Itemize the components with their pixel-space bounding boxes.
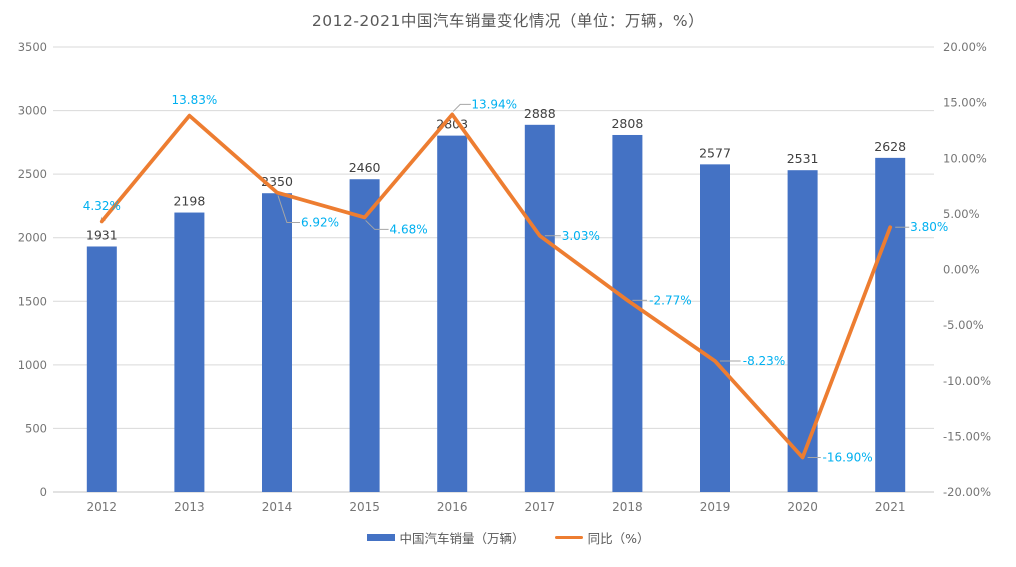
line-value-label-2018: -2.77%: [649, 293, 691, 307]
legend-line-swatch-icon: [554, 535, 583, 539]
legend-item-sales: 中国汽车销量（万辆）: [366, 528, 525, 547]
x-axis-category-label: 2015: [349, 500, 380, 514]
right-axis-tick-label: 5.00%: [943, 207, 980, 221]
left-axis-tick-label: 3000: [18, 104, 47, 118]
yoy-line-series: [99, 112, 893, 460]
bar-value-label-2017: 2888: [524, 106, 556, 121]
x-axis-category-label: 2021: [875, 500, 906, 514]
line-series-group: [99, 112, 893, 460]
bar-2015: [349, 179, 380, 492]
bar-2020: [787, 170, 818, 493]
legend-label-sales: 中国汽车销量（万辆）: [399, 530, 525, 546]
bar-value-label-2013: 2198: [173, 194, 205, 209]
line-value-label-2017: 3.03%: [562, 229, 600, 243]
line-labels-group: 4.32% 13.83% 6.92% 4.68% 13.94% 3.03% -2.77% -8…: [83, 93, 949, 464]
line-value-label-2012: 4.32%: [83, 199, 121, 213]
bar-2017: [524, 124, 555, 492]
left-axis-tick-label: 2000: [18, 231, 47, 245]
bar-value-label-2012: 1931: [86, 227, 118, 242]
bar-value-label-2015: 2460: [349, 160, 381, 175]
line-value-label-2021: 3.80%: [910, 220, 948, 234]
x-axis-category-label: 2020: [787, 500, 818, 514]
legend: 中国汽车销量（万辆） 同比（%）: [0, 527, 1016, 547]
axis-ticks-group: 0 500 1000 1500 2000 2500 3000 3500 -20.00% -15.0…: [18, 40, 991, 514]
left-axis-tick-label: 0: [40, 485, 47, 499]
right-axis-tick-label: -15.00%: [943, 429, 991, 443]
left-axis-tick-label: 1000: [18, 358, 47, 372]
chart-title: 2012-2021中国汽车销量变化情况（单位：万辆，%）: [311, 12, 705, 30]
label-leader-line: [452, 103, 471, 112]
x-axis-category-label: 2018: [612, 500, 643, 514]
line-value-label-2019: -8.23%: [743, 354, 785, 368]
x-axis-category-label: 2012: [87, 500, 118, 514]
right-axis-tick-label: 15.00%: [943, 96, 987, 110]
x-axis-category-label: 2016: [437, 500, 468, 514]
right-axis-tick-label: -20.00%: [943, 485, 991, 499]
left-axis-tick-label: 1500: [18, 294, 47, 308]
left-axis-tick-label: 3500: [18, 40, 47, 54]
bar-2014: [262, 193, 292, 492]
bar-2018: [612, 134, 643, 493]
right-axis-tick-label: 0.00%: [943, 263, 980, 277]
leader-lines-group: [100, 103, 910, 459]
bar-2021: [875, 157, 906, 492]
line-value-label-2020: -16.90%: [823, 451, 873, 465]
line-value-label-2016: 13.94%: [471, 97, 517, 111]
label-leader-line: [365, 220, 389, 230]
legend-item-yoy: 同比（%）: [554, 528, 650, 547]
x-axis-category-label: 2013: [174, 500, 205, 514]
bar-2012: [86, 246, 117, 492]
left-axis-tick-label: 2500: [18, 167, 47, 181]
bar-value-label-2021: 2628: [874, 139, 906, 154]
right-axis-tick-label: 20.00%: [943, 40, 987, 54]
bar-2013: [174, 212, 205, 493]
bar-value-label-2020: 2531: [787, 151, 819, 166]
bar-2016: [437, 135, 468, 492]
right-axis-tick-label: -10.00%: [943, 374, 991, 388]
x-axis-category-label: 2017: [525, 500, 556, 514]
right-axis-tick-label: 10.00%: [943, 151, 987, 165]
x-axis-category-label: 2014: [262, 500, 293, 514]
legend-bar-swatch-icon: [366, 533, 395, 541]
line-value-label-2014: 6.92%: [301, 216, 339, 230]
left-axis-tick-label: 500: [25, 421, 47, 435]
bar-2019: [700, 164, 730, 493]
legend-label-yoy: 同比（%）: [587, 530, 650, 546]
x-axis-category-label: 2019: [700, 500, 731, 514]
bar-value-label-2019: 2577: [699, 145, 731, 160]
bar-value-label-2018: 2808: [611, 116, 643, 131]
gridlines-group: [53, 46, 934, 493]
label-leader-line: [277, 195, 300, 224]
line-value-label-2015: 4.68%: [390, 222, 428, 236]
line-value-label-2013: 13.83%: [172, 93, 218, 107]
right-axis-tick-label: -5.00%: [943, 318, 984, 332]
bars-group: [86, 124, 906, 493]
